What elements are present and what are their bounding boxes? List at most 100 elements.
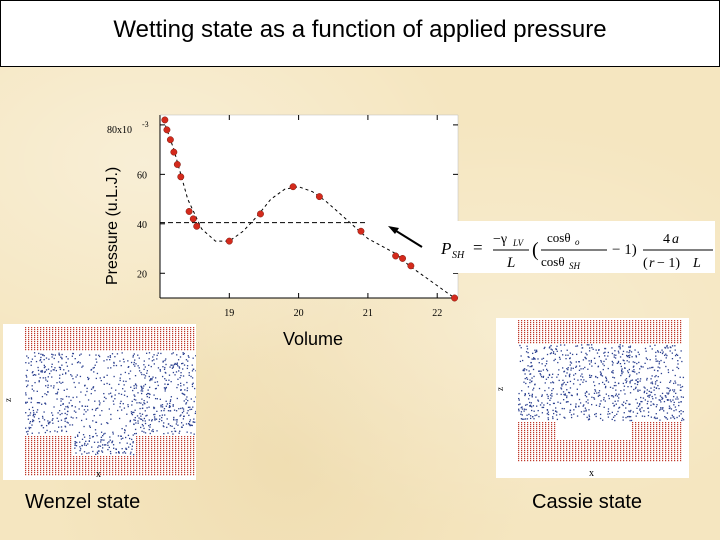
substrate-particle: [67, 466, 69, 468]
liquid-particle: [128, 372, 130, 375]
liquid-particle: [545, 378, 548, 380]
cassie-liquid: [518, 344, 685, 422]
wall-particle: [133, 343, 135, 345]
wall-particle: [647, 332, 649, 334]
substrate-particle: [554, 454, 556, 456]
liquid-particle: [79, 441, 81, 443]
liquid-particle: [165, 387, 167, 389]
substrate-particle: [545, 432, 547, 434]
liquid-particle: [656, 404, 658, 406]
substrate-particle: [620, 454, 622, 456]
substrate-particle: [602, 448, 604, 450]
liquid-particle: [651, 348, 653, 350]
liquid-particle: [110, 452, 112, 455]
wall-particle: [575, 324, 577, 326]
substrate-particle: [151, 438, 153, 440]
substrate-particle: [136, 472, 138, 474]
wall-particle: [73, 333, 75, 335]
liquid-particle: [42, 377, 44, 379]
liquid-particle: [144, 383, 147, 386]
substrate-particle: [178, 474, 180, 476]
substrate-particle: [163, 460, 165, 462]
wall-particle: [52, 341, 54, 343]
wall-particle: [28, 339, 30, 341]
liquid-particle: [129, 453, 132, 455]
liquid-particle: [665, 365, 667, 368]
liquid-particle: [518, 403, 520, 406]
wall-particle: [545, 342, 547, 344]
liquid-particle: [681, 385, 684, 388]
wall-particle: [49, 335, 51, 337]
substrate-particle: [169, 466, 171, 468]
liquid-particle: [51, 412, 53, 414]
substrate-particle: [527, 460, 529, 462]
wall-particle: [124, 337, 126, 339]
liquid-particle: [547, 411, 549, 413]
wall-particle: [545, 322, 547, 324]
wall-particle: [644, 338, 646, 340]
liquid-particle: [597, 395, 600, 397]
substrate-particle: [49, 458, 51, 460]
substrate-particle: [166, 458, 168, 460]
wall-particle: [37, 333, 39, 335]
substrate-particle: [632, 434, 634, 436]
substrate-particle: [85, 458, 87, 460]
liquid-particle: [142, 387, 144, 389]
substrate-particle: [551, 452, 553, 454]
substrate-particle: [181, 444, 183, 446]
liquid-particle: [554, 353, 556, 355]
liquid-particle: [595, 415, 597, 418]
substrate-particle: [136, 452, 138, 454]
substrate-particle: [587, 446, 589, 448]
substrate-particle: [668, 422, 670, 424]
liquid-particle: [132, 453, 135, 456]
liquid-particle: [669, 399, 672, 401]
substrate-particle: [118, 466, 120, 468]
substrate-particle: [533, 424, 535, 426]
liquid-particle: [105, 397, 107, 400]
substrate-particle: [539, 438, 541, 440]
substrate-particle: [659, 446, 661, 448]
liquid-particle: [49, 431, 51, 433]
substrate-particle: [55, 462, 57, 464]
wall-particle: [533, 332, 535, 334]
wall-particle: [626, 326, 628, 328]
substrate-particle: [61, 444, 63, 446]
liquid-particle: [603, 364, 605, 367]
substrate-particle: [37, 440, 39, 442]
substrate-particle: [184, 458, 186, 460]
liquid-particle: [537, 400, 540, 402]
wall-particle: [142, 333, 144, 335]
substrate-particle: [638, 432, 640, 434]
liquid-particle: [50, 385, 52, 387]
substrate-particle: [614, 450, 616, 452]
substrate-particle: [193, 438, 195, 440]
substrate-particle: [632, 428, 634, 430]
substrate-particle: [139, 468, 141, 470]
wall-particle: [115, 339, 117, 341]
wall-particle: [43, 327, 45, 329]
substrate-particle: [61, 456, 63, 458]
substrate-particle: [632, 460, 634, 462]
liquid-particle: [629, 411, 631, 413]
substrate-particle: [527, 438, 529, 440]
liquid-particle: [546, 393, 548, 396]
liquid-particle: [598, 394, 600, 396]
substrate-particle: [166, 472, 168, 474]
substrate-particle: [70, 468, 72, 470]
cassie-state-label: Cassie state: [532, 491, 643, 513]
wall-particle: [614, 340, 616, 342]
wall-particle: [524, 330, 526, 332]
liquid-particle: [117, 435, 120, 437]
substrate-particle: [160, 464, 162, 466]
wall-particle: [97, 343, 99, 345]
liquid-particle: [583, 379, 585, 381]
substrate-particle: [668, 426, 670, 428]
substrate-particle: [548, 448, 550, 450]
substrate-particle: [680, 434, 682, 436]
substrate-particle: [64, 450, 66, 452]
substrate-particle: [533, 434, 535, 436]
substrate-particle: [659, 448, 661, 450]
wall-particle: [650, 336, 652, 338]
